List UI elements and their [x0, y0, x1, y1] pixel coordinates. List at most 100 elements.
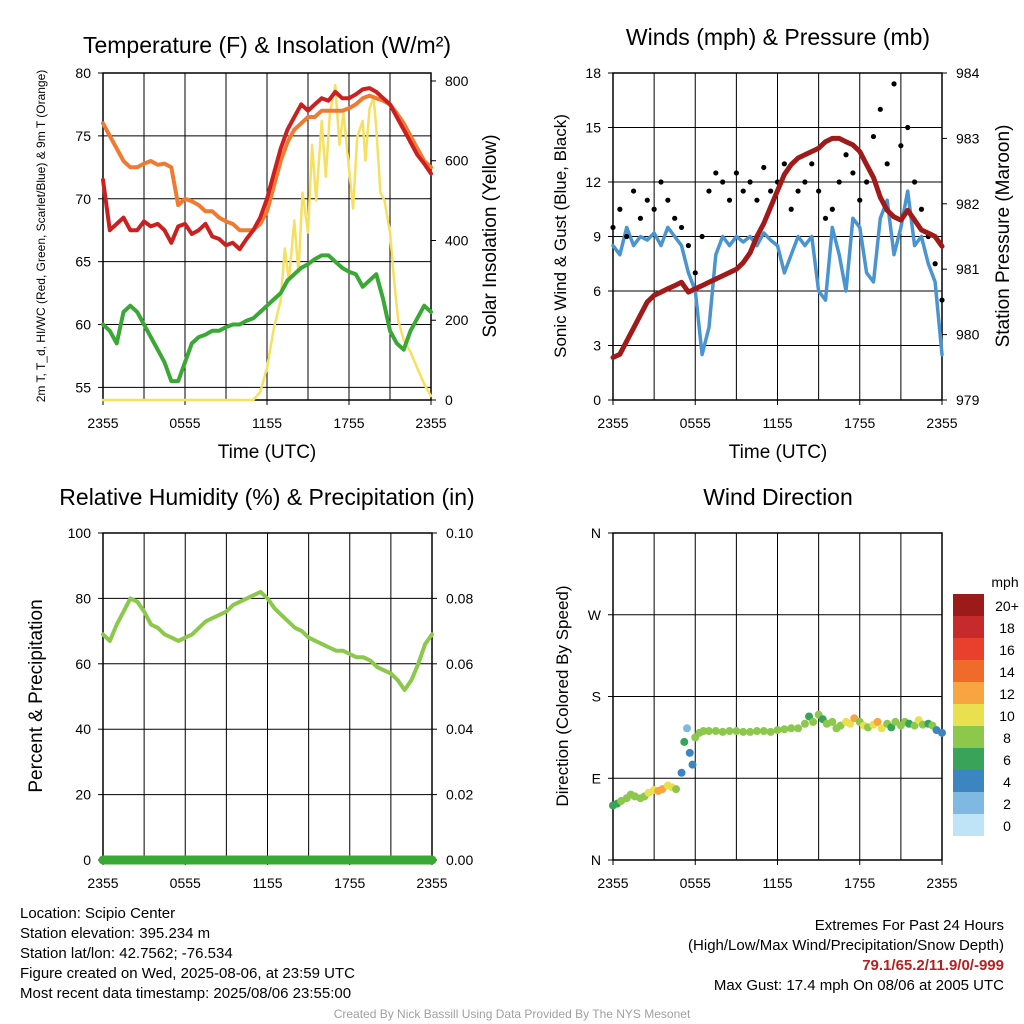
y-tick-label: 0	[83, 852, 91, 868]
direction-point	[887, 723, 896, 732]
direction-point	[677, 768, 686, 777]
direction-point	[699, 727, 708, 736]
y-tick-label: 20	[75, 787, 91, 803]
x-tick-label: 1755	[334, 875, 365, 891]
direction-point	[773, 726, 782, 735]
series-2m-td	[101, 253, 433, 384]
colorbar-label: 16	[999, 642, 1015, 658]
gust-point	[918, 206, 925, 212]
direction-point	[685, 748, 694, 757]
gust-point	[884, 161, 890, 167]
direction-point	[688, 760, 697, 769]
y2-tick-label: 983	[956, 130, 980, 146]
direction-point	[725, 727, 734, 736]
colorbar-swatch	[953, 726, 984, 748]
x-tick-label: 1755	[844, 415, 875, 431]
gust-point	[617, 206, 623, 212]
gust-point	[651, 206, 657, 212]
gust-point	[672, 215, 678, 221]
gust-point	[898, 143, 904, 149]
y2-axis-label: Solar Insolation (Yellow)	[480, 134, 501, 337]
direction-point	[683, 724, 692, 733]
gust-point	[788, 206, 794, 212]
speed-colorbar: mph 20+ 18 16 14 12 10 8 6 4 2 0	[953, 574, 1019, 836]
y2-axis-label: Station Pressure (Maroon)	[993, 125, 1014, 348]
gust-point	[932, 261, 938, 267]
gust-point	[733, 170, 739, 176]
station-info: Location: Scipio Center Station elevatio…	[20, 904, 355, 1004]
gust-point	[829, 206, 835, 212]
chart-title: Relative Humidity (%) & Precipitation (i…	[59, 484, 474, 510]
y-tick-label: 80	[75, 65, 91, 81]
x-tick-label: 0555	[680, 875, 711, 891]
x-tick-label: 2355	[597, 415, 628, 431]
chart-panel-1: 2355 0555 1155 1755 2355 Temperature (F) & In…	[34, 32, 501, 463]
colorbar-label: 12	[999, 686, 1015, 702]
colorbar-label: 6	[1003, 752, 1011, 768]
colorbar-swatch	[953, 770, 984, 792]
gust-point	[706, 188, 712, 194]
station-location: Location: Scipio Center	[20, 905, 176, 922]
gust-point	[726, 197, 733, 203]
chart-title: Temperature (F) & Insolation (W/m²)	[83, 32, 451, 58]
gust-point	[713, 170, 719, 176]
y2-tick-label: 0.06	[446, 656, 473, 672]
y-tick-label: 18	[585, 65, 601, 81]
credit-line: Created By Nick Bassill Using Data Provi…	[333, 1007, 691, 1021]
gust-point	[816, 188, 822, 194]
colorbar-label: 14	[999, 664, 1015, 680]
y2-tick-label: 400	[445, 232, 469, 248]
chart-title: Wind Direction	[703, 484, 853, 510]
y-tick-label: 0	[593, 392, 601, 408]
x-tick-label: 2355	[926, 415, 957, 431]
y2-tick-label: 982	[956, 196, 980, 212]
chart-title: Winds (mph) & Pressure (mb)	[626, 24, 930, 50]
gust-point	[768, 188, 774, 194]
gust-point	[877, 106, 883, 112]
gust-point	[857, 197, 863, 203]
y-tick-label: 80	[75, 590, 91, 606]
y2-tick-label: 979	[956, 392, 980, 408]
x-tick-label: 1755	[333, 415, 364, 431]
direction-point	[910, 721, 919, 730]
y-axis-label: 2m T, T_d, HI/WC (Red, Green, Scarlet/Bl…	[34, 70, 48, 403]
y-tick-label: N	[591, 852, 601, 868]
x-tick-label: 0555	[170, 875, 201, 891]
x-tick-label: 2355	[416, 875, 447, 891]
direction-point	[752, 727, 761, 736]
y-tick-label: 40	[75, 721, 91, 737]
y-tick-label: 55	[75, 379, 91, 395]
gust-point	[870, 133, 877, 140]
gust-point	[747, 179, 753, 185]
y-tick-label: 15	[585, 120, 601, 136]
x-axis-label: Time (UTC)	[729, 442, 828, 463]
station-elevation: Station elevation: 395.234 m	[20, 925, 211, 942]
y2-tick-label: 0.00	[446, 852, 473, 868]
direction-point	[766, 727, 775, 736]
direction-point	[828, 717, 837, 726]
colorbar-label: 4	[1003, 774, 1011, 790]
x-axis-label: Time (UTC)	[218, 442, 317, 463]
y-axis-label: Sonic Wind & Gust (Blue, Black)	[551, 114, 570, 358]
x-tick-label: 2355	[415, 415, 446, 431]
direction-point	[800, 719, 809, 728]
series-2m-t	[101, 86, 433, 252]
gust-point	[802, 179, 808, 185]
chart-panel-2: 2355 0555 1155 1755 2355 Winds (mph) & Pressu…	[551, 24, 1014, 463]
y2-tick-label: 800	[445, 73, 469, 89]
y2-tick-label: 0.08	[446, 590, 473, 606]
y-tick-label: S	[592, 689, 601, 705]
extremes-panel: Extremes For Past 24 Hours (High/Low/Max…	[688, 916, 1004, 996]
gust-point	[644, 197, 650, 203]
colorbar-swatch	[953, 660, 984, 682]
gust-point	[630, 188, 637, 194]
direction-point	[759, 727, 768, 736]
series-9m-t	[101, 93, 433, 233]
colorbar-swatch	[953, 594, 984, 616]
x-tick-label: 1155	[252, 415, 282, 431]
y-tick-label: 12	[585, 174, 601, 190]
station-latlon: Station lat/lon: 42.7562; -76.534	[20, 945, 233, 962]
gust-point	[699, 233, 705, 240]
y-tick-label: 100	[68, 525, 92, 541]
x-tick-label: 2355	[87, 875, 118, 891]
